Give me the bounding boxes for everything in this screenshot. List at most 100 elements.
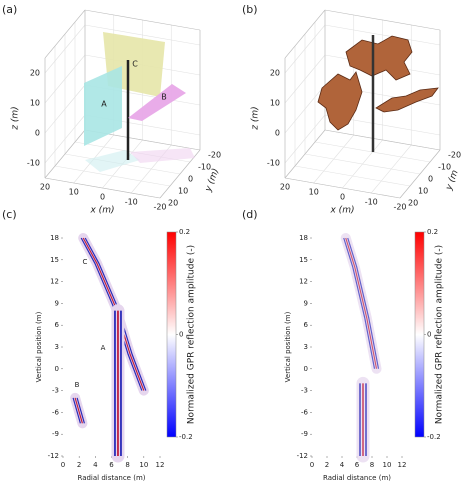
y-tick-label: 18 [50, 234, 59, 242]
grid-line [284, 84, 326, 134]
x-tick-label: 10 [139, 461, 148, 469]
annotation: B [75, 381, 80, 389]
reflection-stripe [343, 237, 376, 369]
y-tick-label: -12 [48, 452, 59, 460]
annotation: C [83, 258, 88, 266]
x-tick-label: 4 [340, 461, 345, 469]
colorbar-tick-label: 0 [179, 331, 183, 339]
x-tick-label: 4 [93, 461, 98, 469]
reflection-stripe [76, 397, 85, 424]
z-tick-label: 10 [30, 99, 40, 108]
x-tick-label: 20 [40, 183, 50, 192]
y-tick-label: 9 [55, 299, 59, 307]
x-axis-label: x (m) [330, 206, 355, 216]
y-tick-label: 3 [55, 343, 59, 351]
reflector-a [317, 71, 363, 131]
y-tick-label: -3 [301, 387, 308, 395]
reflection-stripe [345, 237, 378, 369]
grid-line [284, 24, 326, 74]
shadow [130, 148, 195, 163]
y-tick-label: 20 [168, 199, 178, 208]
x-tick-label: 0 [100, 193, 105, 202]
x-tick-label: 0 [310, 461, 314, 469]
grid-line [44, 84, 86, 134]
z-tick-label: 0 [35, 129, 40, 138]
y-tick-label: -9 [52, 430, 59, 438]
y-tick-label: 12 [50, 278, 59, 286]
x-tick-label: 0 [61, 461, 65, 469]
y-tick-label: 0 [304, 365, 308, 373]
colorbar [414, 231, 425, 438]
x-tick-label: 2 [325, 461, 329, 469]
y-tick-label: 15 [299, 256, 308, 264]
y-tick-label: -6 [301, 408, 309, 416]
grid-line [324, 24, 441, 46]
y-tick-label: -6 [52, 408, 60, 416]
y-tick-label: -10 [438, 163, 451, 172]
y-axis-label: Vertical position (m) [35, 311, 43, 382]
colorbar-label: Normalized GPR reflection amplitude (-) [187, 245, 197, 424]
grid-line [44, 54, 86, 104]
panel-label: (b) [242, 3, 258, 16]
colorbar-tick-label: -0.2 [179, 433, 193, 441]
colorbar [166, 231, 177, 438]
x-tick-label: 8 [125, 461, 129, 469]
annotation: C [132, 60, 138, 69]
z-tick-label: 10 [270, 99, 280, 108]
z-tick-label: 20 [30, 69, 40, 78]
reflector-c [345, 35, 413, 81]
annotation: B [161, 93, 167, 102]
annotation: A [101, 344, 106, 352]
y-tick-label: -3 [52, 387, 59, 395]
grid-line [294, 165, 411, 187]
grid-line [84, 24, 201, 46]
shadow [85, 150, 140, 172]
panel-label: (a) [2, 3, 17, 16]
grid-line [44, 24, 86, 74]
box-edge [44, 177, 161, 199]
reflector-b [375, 87, 439, 113]
grid-line [284, 114, 326, 164]
reflection-stripe [72, 397, 81, 424]
x-tick-label: 8 [370, 461, 374, 469]
z-tick-label: 20 [270, 69, 280, 78]
x-tick-label: 0 [340, 193, 345, 202]
y-tick-label: 0 [428, 175, 433, 184]
colorbar-tick-label: 0 [427, 331, 431, 339]
z-axis-label: z (m) [11, 106, 21, 130]
colorbar-label: Normalized GPR reflection amplitude (-) [435, 245, 445, 424]
box-edge [324, 9, 441, 31]
x-tick-label: -10 [365, 198, 378, 207]
y-tick-label: 20 [408, 199, 418, 208]
y-tick-label: -10 [198, 163, 211, 172]
y-tick-label: -12 [297, 452, 308, 460]
x-tick-label: 10 [309, 188, 319, 197]
y-tick-label: 3 [304, 343, 308, 351]
y-tick-label: -20 [448, 151, 461, 160]
x-tick-label: -10 [125, 198, 138, 207]
y-axis-label: y (m [444, 169, 461, 193]
panel-label: (d) [242, 208, 258, 221]
x-tick-label: 6 [109, 461, 114, 469]
z-tick-label: -10 [27, 159, 40, 168]
x-axis-label: Radial distance (m) [77, 474, 145, 482]
y-tick-label: -9 [301, 430, 308, 438]
y-tick-label: 15 [50, 256, 59, 264]
x-tick-label: 10 [69, 188, 79, 197]
grid-line [304, 153, 421, 175]
z-tick-label: 0 [275, 129, 280, 138]
reflection-stripe [74, 397, 83, 424]
box-edge [84, 9, 201, 31]
colorbar-tick-label: -0.2 [427, 433, 441, 441]
box-edge [324, 129, 441, 151]
x-tick-label: 6 [355, 461, 360, 469]
y-tick-label: 6 [55, 321, 60, 329]
x-tick-label: -20 [393, 203, 406, 212]
box-edge [284, 177, 401, 199]
colorbar-tick-label: 0.2 [179, 228, 190, 236]
plane-a [84, 66, 122, 146]
x-tick-label: -20 [153, 203, 166, 212]
y-axis-label: Vertical position (m) [284, 311, 292, 382]
z-axis-label: z (m) [251, 106, 261, 130]
